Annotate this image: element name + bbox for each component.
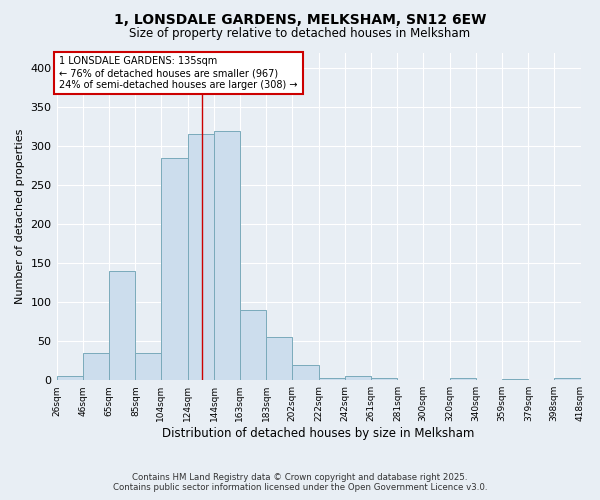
Bar bbox=[266, 338, 292, 380]
Bar bbox=[345, 376, 371, 380]
Text: Size of property relative to detached houses in Melksham: Size of property relative to detached ho… bbox=[130, 28, 470, 40]
Bar bbox=[371, 378, 397, 380]
Bar bbox=[109, 271, 136, 380]
Y-axis label: Number of detached properties: Number of detached properties bbox=[15, 128, 25, 304]
Bar bbox=[56, 376, 83, 380]
Bar bbox=[161, 158, 188, 380]
Bar bbox=[502, 378, 529, 380]
Text: Contains HM Land Registry data © Crown copyright and database right 2025.
Contai: Contains HM Land Registry data © Crown c… bbox=[113, 473, 487, 492]
Bar bbox=[319, 378, 345, 380]
Bar bbox=[188, 134, 214, 380]
Bar bbox=[449, 378, 476, 380]
X-axis label: Distribution of detached houses by size in Melksham: Distribution of detached houses by size … bbox=[163, 427, 475, 440]
Bar bbox=[554, 378, 581, 380]
Bar bbox=[239, 310, 266, 380]
Bar bbox=[292, 364, 319, 380]
Bar bbox=[83, 353, 109, 380]
Text: 1 LONSDALE GARDENS: 135sqm
← 76% of detached houses are smaller (967)
24% of sem: 1 LONSDALE GARDENS: 135sqm ← 76% of deta… bbox=[59, 56, 298, 90]
Text: 1, LONSDALE GARDENS, MELKSHAM, SN12 6EW: 1, LONSDALE GARDENS, MELKSHAM, SN12 6EW bbox=[114, 12, 486, 26]
Bar bbox=[136, 353, 161, 380]
Bar bbox=[214, 130, 239, 380]
